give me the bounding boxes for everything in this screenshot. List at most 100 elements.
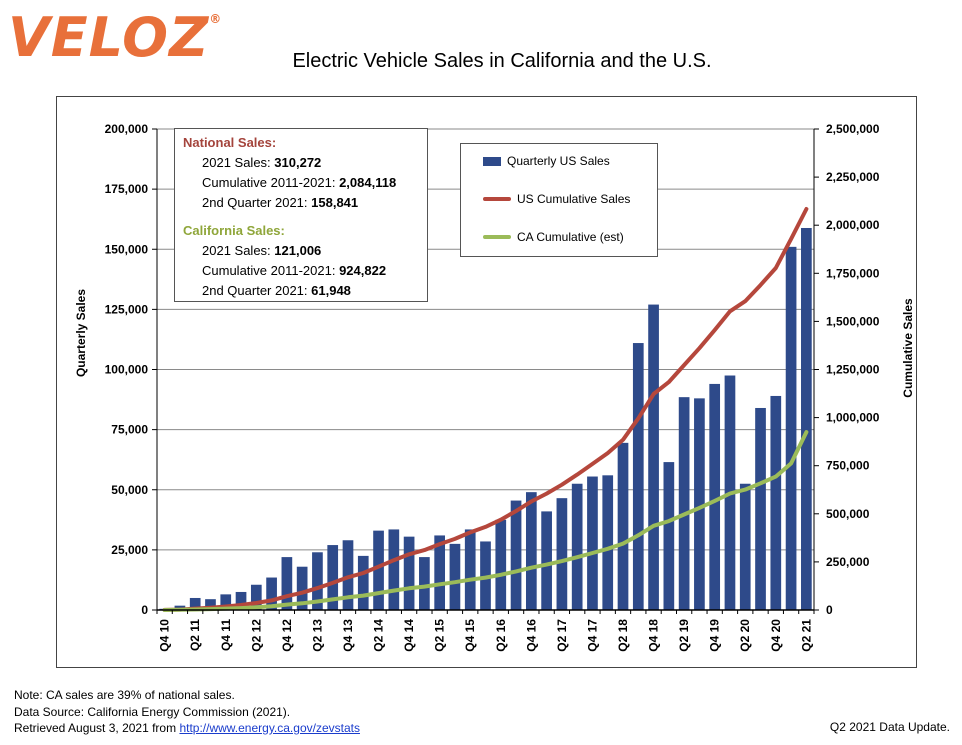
chart-frame — [56, 96, 917, 668]
sales-summary-box: National Sales: 2021 Sales: 310,272 Cumu… — [174, 128, 428, 302]
x-tick-label: Q4 19 — [708, 619, 722, 652]
y-tick-label: 75,000 — [111, 423, 148, 437]
y-tick-label: 150,000 — [105, 242, 149, 256]
national-sales-header: National Sales: — [183, 135, 277, 150]
note-line: Retrieved August 3, 2021 from http://www… — [14, 721, 360, 735]
california-sales-header: California Sales: — [183, 223, 285, 238]
bar-quarterly-us-sales — [403, 536, 415, 610]
bar-quarterly-us-sales — [464, 529, 476, 610]
note-line: Data Source: California Energy Commissio… — [14, 704, 291, 719]
legend-swatch-line — [483, 235, 511, 239]
y2-tick-label: 1,500,000 — [826, 314, 880, 328]
x-tick-label: Q4 11 — [219, 619, 233, 651]
legend-item-ca-cumulative: CA Cumulative (est) — [461, 230, 624, 244]
x-tick-label: Q2 14 — [372, 619, 386, 652]
bar-quarterly-us-sales — [617, 442, 629, 610]
national-row: 2nd Quarter 2021: 158,841 — [202, 195, 359, 210]
bar-quarterly-us-sales — [663, 462, 675, 610]
bar-quarterly-us-sales — [449, 543, 461, 610]
national-row: Cumulative 2011-2021: 2,084,118 — [202, 175, 397, 190]
footnotes: Note: CA sales are 39% of national sales… — [14, 687, 360, 737]
bar-quarterly-us-sales — [220, 594, 232, 610]
bar-quarterly-us-sales — [495, 519, 507, 610]
bar-quarterly-us-sales — [770, 395, 782, 610]
bar-quarterly-us-sales — [541, 511, 552, 610]
y2-tick-label: 2,000,000 — [826, 218, 880, 232]
y2-tick-label: 1,250,000 — [826, 363, 880, 377]
bar-quarterly-us-sales — [205, 599, 216, 610]
bar-quarterly-us-sales — [785, 246, 797, 610]
x-tick-label: Q4 17 — [585, 619, 599, 652]
y2-tick-label: 1,000,000 — [826, 411, 880, 425]
x-tick-label: Q2 20 — [738, 619, 752, 652]
legend-label: CA Cumulative (est) — [517, 230, 624, 244]
bar-quarterly-us-sales — [648, 304, 659, 610]
x-tick-label: Q4 16 — [524, 619, 538, 652]
bar-quarterly-us-sales — [571, 483, 583, 610]
legend-item-quarterly: Quarterly US Sales — [461, 154, 610, 168]
y-axis-title: Quarterly Sales — [74, 289, 88, 377]
bar-quarterly-us-sales — [250, 584, 262, 610]
y2-tick-label: 750,000 — [826, 459, 870, 473]
y2-tick-label: 1,750,000 — [826, 266, 880, 280]
bar-quarterly-us-sales — [296, 566, 308, 610]
y2-tick-label: 2,500,000 — [826, 122, 880, 136]
y2-tick-label: 250,000 — [826, 555, 870, 569]
line-ca-cumulative-sales — [162, 430, 809, 612]
legend-label: Quarterly US Sales — [507, 154, 610, 168]
bar-quarterly-us-sales — [342, 540, 354, 610]
y-tick-label: 175,000 — [105, 182, 149, 196]
y-tick-label: 100,000 — [105, 363, 149, 377]
x-tick-label: Q2 21 — [799, 619, 813, 652]
bar-quarterly-us-sales — [801, 227, 812, 610]
note-line: Note: CA sales are 39% of national sales… — [14, 688, 235, 702]
x-tick-label: Q2 12 — [249, 619, 263, 652]
x-tick-label: Q2 16 — [494, 619, 508, 652]
y2-tick-label: 2,250,000 — [826, 170, 880, 184]
x-tick-label: Q2 18 — [616, 619, 630, 652]
bar-quarterly-us-sales — [266, 577, 277, 610]
x-tick-label: Q2 17 — [555, 619, 569, 652]
x-tick-label: Q4 20 — [769, 619, 783, 652]
bar-quarterly-us-sales — [373, 530, 384, 610]
bar-quarterly-us-sales — [709, 383, 721, 610]
source-link[interactable]: http://www.energy.ca.gov/zevstats — [179, 721, 360, 735]
california-row: 2nd Quarter 2021: 61,948 — [202, 283, 351, 298]
legend-label: US Cumulative Sales — [517, 192, 631, 206]
bar-quarterly-us-sales — [602, 475, 614, 610]
y-tick-label: 200,000 — [105, 122, 149, 136]
y2-tick-label: 0 — [826, 603, 833, 617]
y-tick-label: 0 — [141, 603, 148, 617]
chart-legend: Quarterly US Sales US Cumulative Sales C… — [460, 143, 658, 257]
x-tick-label: Q4 10 — [158, 619, 172, 652]
y-tick-label: 50,000 — [111, 483, 148, 497]
bar-quarterly-us-sales — [312, 552, 323, 610]
x-tick-label: Q4 13 — [341, 619, 355, 652]
x-tick-label: Q2 13 — [310, 619, 324, 652]
bar-quarterly-us-sales — [235, 591, 247, 610]
legend-swatch-bar — [483, 156, 501, 166]
bar-quarterly-us-sales — [556, 498, 568, 610]
bar-quarterly-us-sales — [510, 500, 522, 610]
bar-quarterly-us-sales — [755, 407, 766, 610]
y2-tick-label: 500,000 — [826, 507, 870, 521]
x-tick-label: Q4 18 — [647, 619, 661, 652]
bar-quarterly-us-sales — [189, 597, 201, 610]
veloz-logo: VELOZ® — [8, 6, 223, 69]
bar-quarterly-us-sales — [327, 545, 339, 610]
x-tick-label: Q4 14 — [402, 619, 416, 652]
california-row: 2021 Sales: 121,006 — [202, 243, 322, 258]
bar-quarterly-us-sales — [587, 476, 598, 610]
bar-quarterly-us-sales — [281, 557, 293, 610]
california-row: Cumulative 2011-2021: 924,822 — [202, 263, 387, 278]
data-update-note: Q2 2021 Data Update. — [829, 720, 950, 734]
bar-quarterly-us-sales — [694, 398, 705, 610]
x-tick-label: Q4 15 — [463, 619, 477, 652]
x-tick-label: Q4 12 — [280, 619, 294, 652]
bar-quarterly-us-sales — [434, 535, 446, 610]
y2-axis-title: Cumulative Sales — [901, 298, 915, 398]
x-tick-label: Q2 11 — [188, 619, 202, 651]
bar-quarterly-us-sales — [678, 397, 690, 610]
bar-quarterly-us-sales — [525, 492, 537, 610]
bar-quarterly-us-sales — [357, 555, 369, 610]
